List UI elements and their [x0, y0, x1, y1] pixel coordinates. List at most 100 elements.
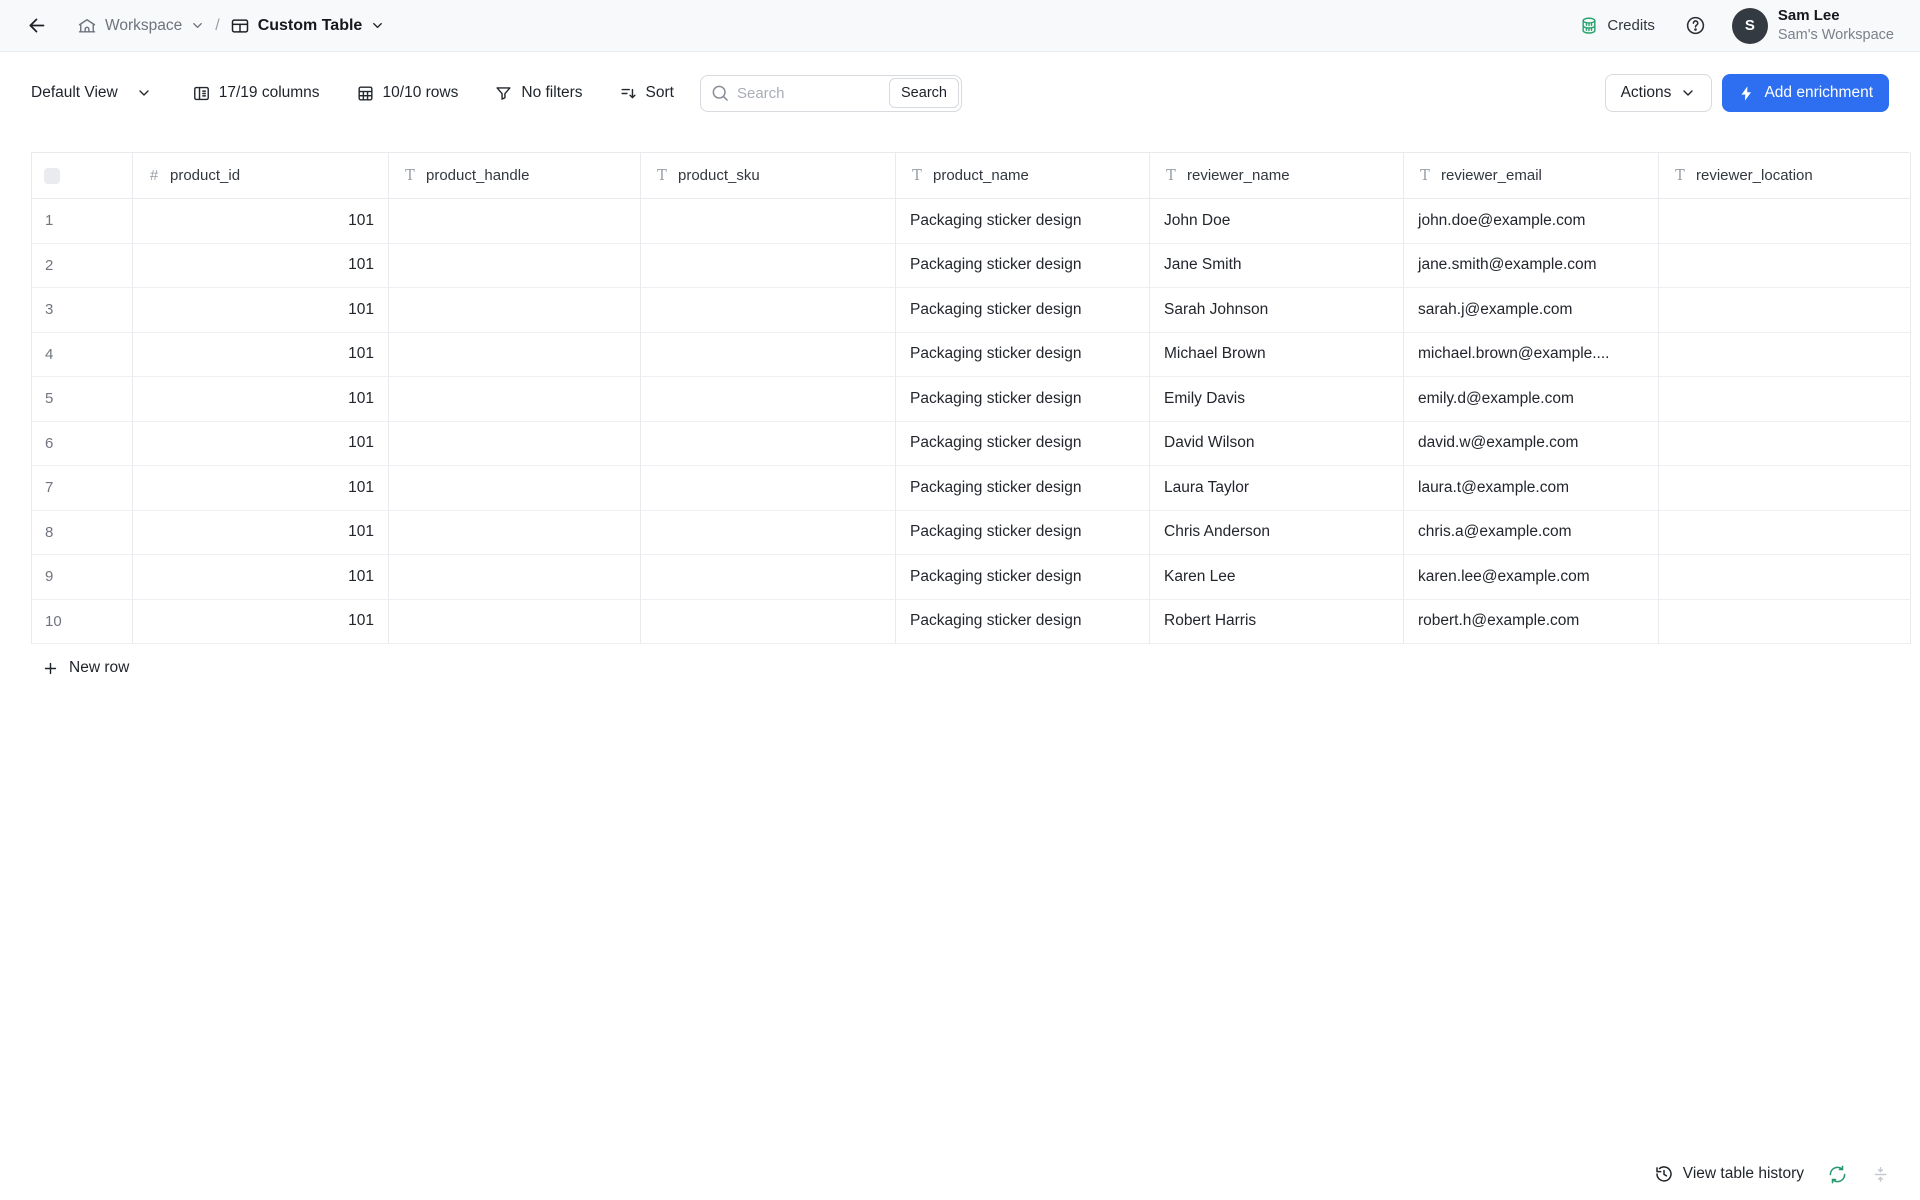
row-number[interactable]: 2 [32, 243, 133, 288]
cell-product_handle[interactable] [389, 288, 641, 333]
view-table-history-button[interactable]: View table history [1654, 1164, 1804, 1184]
column-header-product_id[interactable]: # product_id [133, 153, 389, 199]
row-number[interactable]: 5 [32, 377, 133, 422]
back-button[interactable] [26, 15, 47, 36]
cell-product_sku[interactable] [641, 332, 896, 377]
row-number[interactable]: 7 [32, 466, 133, 511]
view-selector[interactable]: Default View [31, 84, 152, 102]
select-all-checkbox[interactable] [44, 167, 60, 184]
cell-reviewer_email[interactable]: chris.a@example.com [1404, 510, 1659, 555]
credits-button[interactable]: Credits [1579, 16, 1655, 36]
cell-reviewer_email[interactable]: michael.brown@example.... [1404, 332, 1659, 377]
cell-reviewer_location[interactable] [1659, 332, 1911, 377]
cell-product_sku[interactable] [641, 377, 896, 422]
rows-summary-button[interactable]: 10/10 rows [356, 84, 458, 103]
cell-reviewer_location[interactable] [1659, 243, 1911, 288]
cell-product_name[interactable]: Packaging sticker design [896, 199, 1150, 244]
cell-reviewer_email[interactable]: sarah.j@example.com [1404, 288, 1659, 333]
cell-product_sku[interactable] [641, 243, 896, 288]
cell-reviewer_email[interactable]: emily.d@example.com [1404, 377, 1659, 422]
cell-product_handle[interactable] [389, 510, 641, 555]
refresh-button[interactable] [1828, 1165, 1847, 1184]
new-row-button[interactable]: New row [42, 659, 129, 677]
cell-reviewer_location[interactable] [1659, 288, 1911, 333]
cell-product_sku[interactable] [641, 421, 896, 466]
row-number[interactable]: 9 [32, 555, 133, 600]
cell-product_id[interactable]: 101 [133, 421, 389, 466]
add-enrichment-button[interactable]: Add enrichment [1722, 74, 1889, 112]
cell-product_name[interactable]: Packaging sticker design [896, 510, 1150, 555]
cell-product_sku[interactable] [641, 599, 896, 644]
row-number[interactable]: 1 [32, 199, 133, 244]
cell-product_id[interactable]: 101 [133, 377, 389, 422]
cell-product_handle[interactable] [389, 555, 641, 600]
cell-product_sku[interactable] [641, 555, 896, 600]
cell-reviewer_location[interactable] [1659, 599, 1911, 644]
cell-reviewer_name[interactable]: Laura Taylor [1150, 466, 1404, 511]
row-number[interactable]: 8 [32, 510, 133, 555]
cell-product_handle[interactable] [389, 599, 641, 644]
breadcrumb-table[interactable]: Custom Table [230, 16, 386, 36]
cell-product_name[interactable]: Packaging sticker design [896, 332, 1150, 377]
cell-reviewer_name[interactable]: John Doe [1150, 199, 1404, 244]
cell-product_sku[interactable] [641, 466, 896, 511]
filters-button[interactable]: No filters [494, 84, 583, 103]
cell-product_handle[interactable] [389, 466, 641, 511]
row-number[interactable]: 4 [32, 332, 133, 377]
cell-reviewer_email[interactable]: laura.t@example.com [1404, 466, 1659, 511]
row-number[interactable]: 10 [32, 599, 133, 644]
cell-product_handle[interactable] [389, 377, 641, 422]
cell-reviewer_location[interactable] [1659, 555, 1911, 600]
cell-reviewer_name[interactable]: Karen Lee [1150, 555, 1404, 600]
cell-product_name[interactable]: Packaging sticker design [896, 288, 1150, 333]
cell-reviewer_email[interactable]: john.doe@example.com [1404, 199, 1659, 244]
cell-product_handle[interactable] [389, 243, 641, 288]
cell-product_name[interactable]: Packaging sticker design [896, 466, 1150, 511]
cell-reviewer_location[interactable] [1659, 510, 1911, 555]
cell-reviewer_name[interactable]: Sarah Johnson [1150, 288, 1404, 333]
cell-reviewer_email[interactable]: david.w@example.com [1404, 421, 1659, 466]
cell-product_name[interactable]: Packaging sticker design [896, 243, 1150, 288]
cell-reviewer_location[interactable] [1659, 466, 1911, 511]
user-menu[interactable]: S Sam Lee Sam's Workspace [1731, 7, 1894, 44]
cell-product_id[interactable]: 101 [133, 288, 389, 333]
cell-product_name[interactable]: Packaging sticker design [896, 555, 1150, 600]
cell-product_id[interactable]: 101 [133, 510, 389, 555]
cell-reviewer_location[interactable] [1659, 421, 1911, 466]
row-number[interactable]: 3 [32, 288, 133, 333]
cell-product_id[interactable]: 101 [133, 199, 389, 244]
avatar[interactable]: S [1731, 7, 1768, 44]
cell-product_id[interactable]: 101 [133, 599, 389, 644]
columns-summary-button[interactable]: 17/19 columns [192, 84, 320, 103]
actions-button[interactable]: Actions [1604, 74, 1713, 112]
cell-product_id[interactable]: 101 [133, 243, 389, 288]
cell-product_name[interactable]: Packaging sticker design [896, 599, 1150, 644]
select-all-cell[interactable] [32, 153, 133, 199]
cell-product_sku[interactable] [641, 199, 896, 244]
cell-product_sku[interactable] [641, 288, 896, 333]
cell-product_handle[interactable] [389, 199, 641, 244]
collapse-panel-button[interactable] [1871, 1165, 1890, 1184]
cell-reviewer_location[interactable] [1659, 199, 1911, 244]
cell-reviewer_name[interactable]: Chris Anderson [1150, 510, 1404, 555]
search-submit-button[interactable]: Search [889, 78, 959, 108]
cell-reviewer_name[interactable]: Michael Brown [1150, 332, 1404, 377]
cell-product_name[interactable]: Packaging sticker design [896, 421, 1150, 466]
cell-reviewer_location[interactable] [1659, 377, 1911, 422]
cell-product_handle[interactable] [389, 332, 641, 377]
cell-reviewer_email[interactable]: karen.lee@example.com [1404, 555, 1659, 600]
cell-reviewer_email[interactable]: robert.h@example.com [1404, 599, 1659, 644]
cell-product_handle[interactable] [389, 421, 641, 466]
cell-product_id[interactable]: 101 [133, 555, 389, 600]
cell-product_name[interactable]: Packaging sticker design [896, 377, 1150, 422]
sort-button[interactable]: Sort [619, 84, 674, 103]
cell-product_id[interactable]: 101 [133, 332, 389, 377]
cell-reviewer_email[interactable]: jane.smith@example.com [1404, 243, 1659, 288]
cell-reviewer_name[interactable]: Emily Davis [1150, 377, 1404, 422]
